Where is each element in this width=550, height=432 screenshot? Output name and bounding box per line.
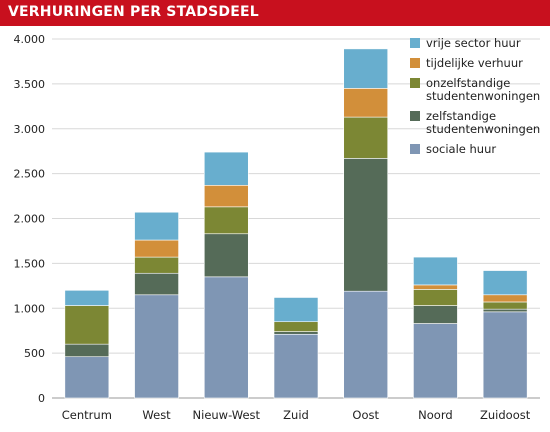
y-tick-label: 2.500: [14, 168, 46, 181]
legend-label: vrije sector huur: [426, 36, 521, 50]
bar-segment-zelfstandige-studentenwoningen: [134, 272, 179, 296]
legend-label: sociale huur: [426, 142, 496, 156]
x-tick-label: Centrum: [62, 408, 112, 422]
legend-swatch-sociale-huur: [410, 144, 420, 154]
bar-segment-onzelfstandige-studentenwoningen: [64, 305, 110, 345]
legend-swatch-vrije-sector-huur: [410, 38, 420, 48]
bar-segment-sociale-huur: [413, 323, 458, 399]
bar-segment-vrije-sector-huur: [273, 297, 319, 323]
y-tick-label: 4.000: [14, 33, 46, 46]
x-tick-label: Nieuw-West: [193, 408, 261, 422]
bar-segment-vrije-sector-huur: [64, 289, 110, 306]
bar-segment-onzelfstandige-studentenwoningen: [273, 321, 319, 332]
bar-segment-vrije-sector-huur: [203, 151, 249, 186]
bar-segment-sociale-huur: [482, 311, 528, 399]
bar-segment-vrije-sector-huur: [482, 270, 528, 296]
bar-segment-tijdelijke-verhuur: [413, 284, 458, 290]
bar-segment-onzelfstandige-studentenwoningen: [413, 289, 458, 306]
legend-label: zelfstandige: [426, 109, 496, 123]
legend-label: studentenwoningen: [426, 89, 540, 103]
legend-label: studentenwoningen: [426, 122, 540, 136]
bar-segment-sociale-huur: [64, 356, 110, 399]
x-tick-label: Zuidoost: [480, 408, 531, 422]
bar-segment-tijdelijke-verhuur: [203, 184, 249, 208]
bar-segment-tijdelijke-verhuur: [134, 239, 179, 258]
y-tick-label: 0: [38, 392, 45, 405]
bar-segment-vrije-sector-huur: [413, 256, 458, 286]
x-tick-label: West: [142, 408, 171, 422]
y-tick-label: 500: [24, 347, 45, 360]
bar-segment-onzelfstandige-studentenwoningen: [134, 256, 179, 274]
bar-segment-sociale-huur: [134, 294, 179, 399]
bar-segment-tijdelijke-verhuur: [343, 88, 389, 118]
bar-segment-onzelfstandige-studentenwoningen: [203, 206, 249, 235]
legend-label: tijdelijke verhuur: [426, 56, 523, 70]
legend-label: onzelfstandige: [426, 76, 510, 90]
bar-segment-vrije-sector-huur: [343, 48, 389, 89]
y-tick-label: 1.500: [14, 257, 46, 270]
bar-segment-zelfstandige-studentenwoningen: [64, 343, 110, 358]
y-tick-label: 3.000: [14, 123, 46, 136]
bar-segment-vrije-sector-huur: [134, 211, 179, 241]
bar-segment-sociale-huur: [203, 276, 249, 399]
bar-segment-onzelfstandige-studentenwoningen: [343, 116, 389, 159]
title-bar: VERHURINGEN PER STADSDEEL: [0, 0, 550, 26]
stacked-bar-chart: 0 500 1.000 1.500 2.000 2.500 3.000 3.500 4.000 C…: [14, 33, 541, 422]
bar-segment-zelfstandige-studentenwoningen: [343, 158, 389, 292]
x-tick-label: Noord: [418, 408, 453, 422]
x-tick-label: Zuid: [283, 408, 309, 422]
y-tick-label: 1.000: [14, 302, 46, 315]
chart-title: VERHURINGEN PER STADSDEEL: [8, 4, 259, 20]
legend-swatch-tijdelijke-verhuur: [410, 58, 420, 68]
bar-segment-tijdelijke-verhuur: [482, 294, 528, 303]
bar-segment-zelfstandige-studentenwoningen: [203, 233, 249, 278]
legend-swatch-onzelfstandige-studentenwoningen: [410, 78, 420, 88]
y-tick-label: 3.500: [14, 78, 46, 91]
bar-segment-zelfstandige-studentenwoningen: [413, 305, 458, 324]
legend-swatch-zelfstandige-studentenwoningen: [410, 111, 420, 121]
bar-segment-zelfstandige-studentenwoningen: [273, 331, 319, 335]
bar-segment-onzelfstandige-studentenwoningen: [482, 301, 528, 310]
bar-segment-zelfstandige-studentenwoningen: [482, 308, 528, 313]
x-tick-label: Oost: [352, 408, 379, 422]
bar-segment-sociale-huur: [273, 333, 319, 399]
y-tick-label: 2.000: [14, 213, 46, 226]
bar-segment-sociale-huur: [343, 290, 389, 399]
